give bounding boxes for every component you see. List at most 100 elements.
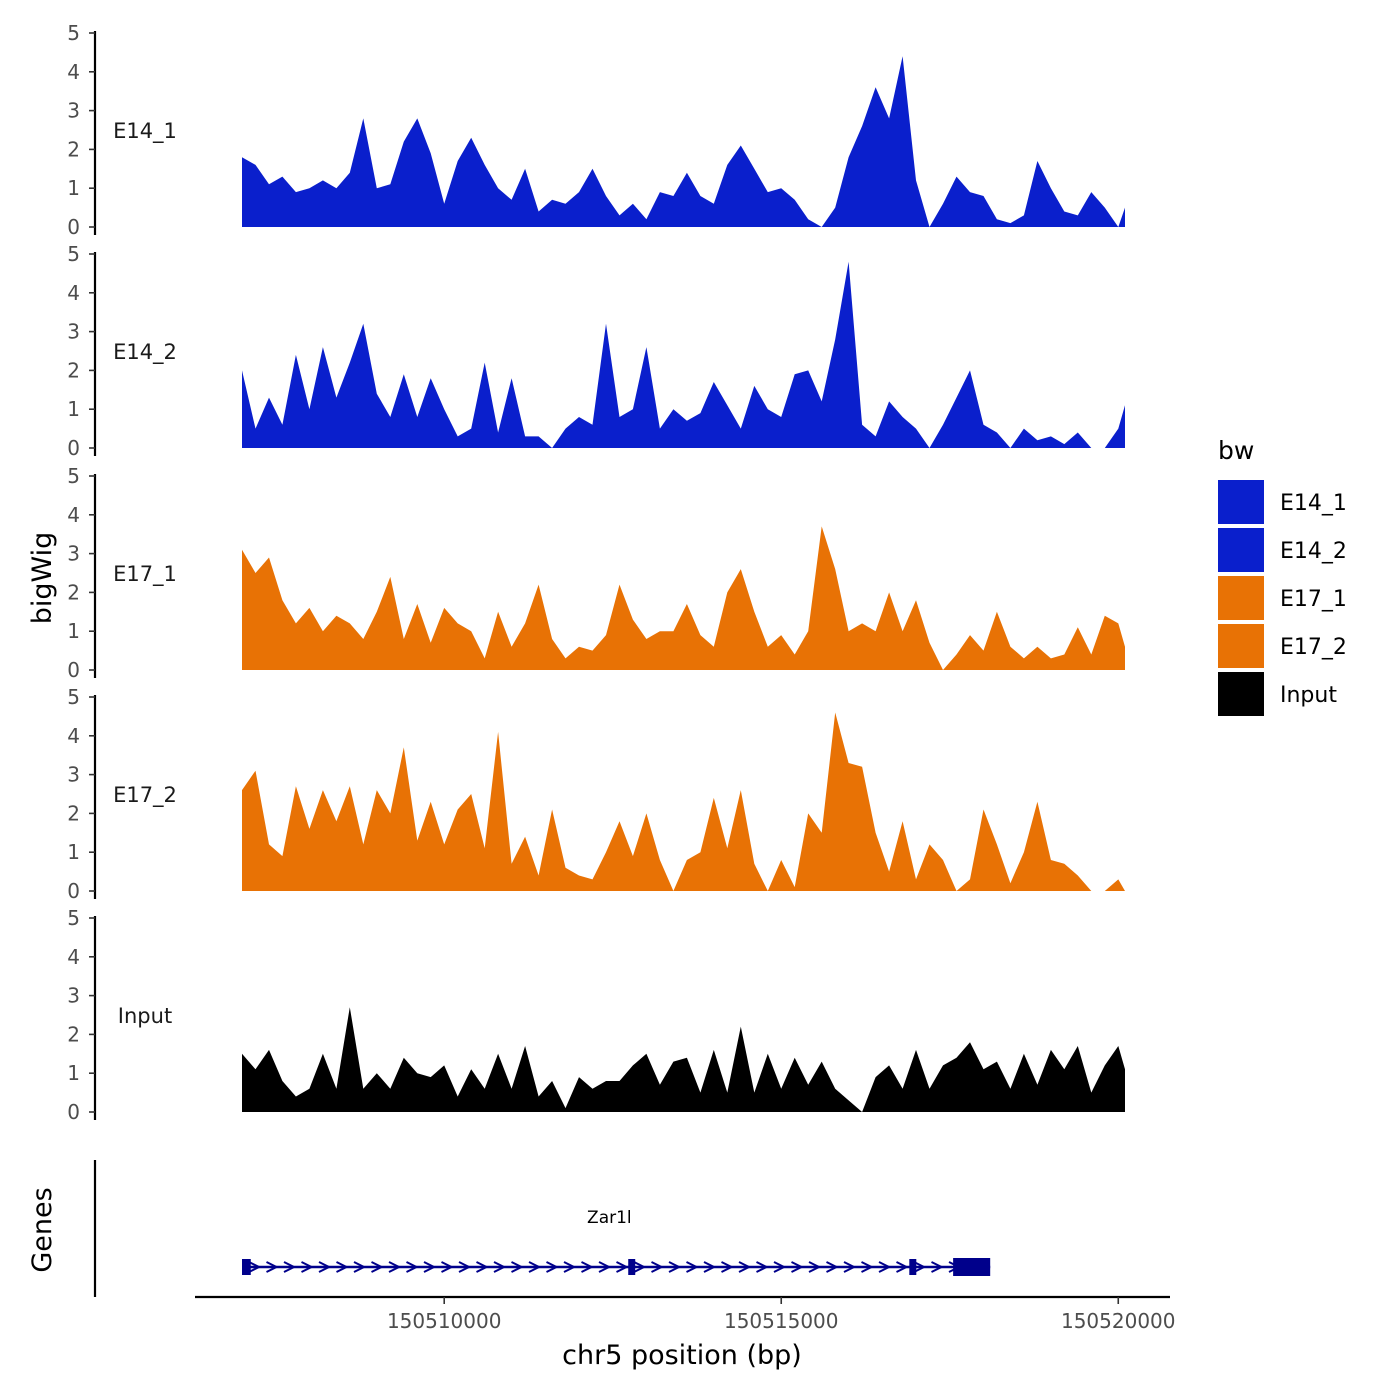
area-e17-1 [242, 526, 1125, 670]
area-e17-2 [242, 712, 1125, 891]
strand-arrow [598, 1261, 612, 1273]
strand-arrow [721, 1261, 734, 1273]
strand-arrow [861, 1261, 874, 1273]
strand-arrow [371, 1261, 384, 1273]
y-tick-label: 4 [67, 60, 80, 84]
gene-exon [628, 1259, 636, 1275]
area-e14-2 [242, 261, 1125, 448]
legend-item: E14_2 [1218, 528, 1347, 572]
gene-exon [909, 1259, 917, 1275]
strand-arrow [931, 1261, 944, 1273]
track-e14-1: 0 1 2 3 4 5 E14_1 [67, 21, 1125, 239]
y-tick-label: 1 [67, 619, 80, 643]
strand-arrow [826, 1261, 839, 1273]
strand-arrow [878, 1261, 892, 1273]
y-tick-label: 3 [67, 99, 80, 123]
strand-arrow [686, 1261, 699, 1273]
y-tick-label: 4 [67, 945, 80, 969]
strand-arrow [476, 1261, 489, 1273]
strand-arrow [581, 1261, 594, 1273]
strand-arrow [511, 1261, 524, 1273]
strand-arrow [406, 1261, 419, 1273]
y-tick-label: 2 [67, 358, 80, 382]
y-tick-label: 2 [67, 801, 80, 825]
legend-item: Input [1218, 672, 1337, 716]
y-tick-label: 3 [67, 984, 80, 1008]
area-e14-1 [242, 56, 1125, 227]
legend-item: E14_1 [1218, 480, 1347, 524]
legend-swatch [1218, 672, 1264, 716]
strand-arrow [808, 1261, 822, 1273]
legend-swatch [1218, 576, 1264, 620]
legend-swatch [1218, 528, 1264, 572]
track-input: 0 1 2 3 4 5 Input [67, 906, 1125, 1124]
legend-title: bw [1218, 436, 1254, 465]
legend-item: E17_1 [1218, 576, 1347, 620]
legend-label: E17_1 [1280, 587, 1347, 612]
track-label: Input [118, 1004, 172, 1028]
legend-label: E17_2 [1280, 635, 1347, 660]
y-tick-label: 0 [67, 879, 80, 903]
strand-arrow [633, 1261, 647, 1273]
x-tick-label: 150520000 [1061, 1309, 1176, 1333]
x-tick-label: 150515000 [724, 1309, 839, 1333]
strand-arrow [668, 1261, 682, 1273]
strand-arrow [441, 1261, 454, 1273]
track-label: E14_2 [113, 340, 177, 365]
gene-label: Zar1l [587, 1208, 632, 1228]
y-axis-title: bigWig [27, 532, 58, 625]
y-tick-label: 0 [67, 1100, 80, 1124]
strand-arrow [703, 1261, 717, 1273]
legend: bw E14_1 E14_2 E17_1 E17_2 Input [1218, 436, 1347, 716]
y-tick-label: 0 [67, 436, 80, 460]
y-tick-label: 4 [67, 724, 80, 748]
gene-exon [242, 1259, 251, 1275]
track-label: E17_2 [113, 783, 177, 808]
legend-swatch [1218, 480, 1264, 524]
strand-arrow [651, 1261, 664, 1273]
x-axis: 150510000 150515000 150520000 [195, 1295, 1176, 1333]
track-e17-1: 0 1 2 3 4 5 E17_1 [67, 464, 1125, 682]
strand-arrow [616, 1261, 629, 1273]
strand-arrow [563, 1261, 577, 1273]
y-tick-label: 1 [67, 397, 80, 421]
y-tick-label: 4 [67, 281, 80, 305]
y-tick-label: 0 [67, 215, 80, 239]
y-tick-label: 2 [67, 137, 80, 161]
strand-arrow [388, 1261, 402, 1273]
y-tick-label: 0 [67, 658, 80, 682]
legend-label: E14_1 [1280, 491, 1347, 516]
strand-arrow [283, 1261, 297, 1273]
strand-arrow [458, 1261, 472, 1273]
strand-arrow [493, 1261, 507, 1273]
x-axis-title: chr5 position (bp) [562, 1340, 802, 1371]
genes-axis-title: Genes [27, 1187, 58, 1272]
y-tick-label: 5 [67, 242, 80, 266]
strand-arrow [896, 1261, 909, 1273]
strand-arrow [843, 1261, 857, 1273]
track-label: E17_1 [113, 562, 177, 587]
strand-arrow [738, 1261, 752, 1273]
x-tick-label: 150510000 [387, 1309, 502, 1333]
gene-zar1l: Zar1l [242, 1208, 991, 1276]
y-tick-label: 5 [67, 906, 80, 930]
strand-arrow [773, 1261, 787, 1273]
y-tick-label: 4 [67, 503, 80, 527]
strand-arrow [301, 1261, 314, 1273]
y-tick-label: 3 [67, 763, 80, 787]
track-label: E14_1 [113, 119, 177, 144]
track-e14-2: 0 1 2 3 4 5 E14_2 [67, 242, 1125, 460]
y-tick-label: 1 [67, 176, 80, 200]
y-tick-label: 1 [67, 840, 80, 864]
strand-arrow [266, 1261, 279, 1273]
strand-arrow [546, 1261, 559, 1273]
y-tick-label: 1 [67, 1061, 80, 1085]
strand-arrow [318, 1261, 332, 1273]
strand-arrow [756, 1261, 769, 1273]
legend-item: E17_2 [1218, 624, 1347, 668]
genes-track: Zar1l [93, 1160, 991, 1297]
strand-arrow [423, 1261, 437, 1273]
y-tick-label: 2 [67, 580, 80, 604]
y-tick-label: 5 [67, 685, 80, 709]
